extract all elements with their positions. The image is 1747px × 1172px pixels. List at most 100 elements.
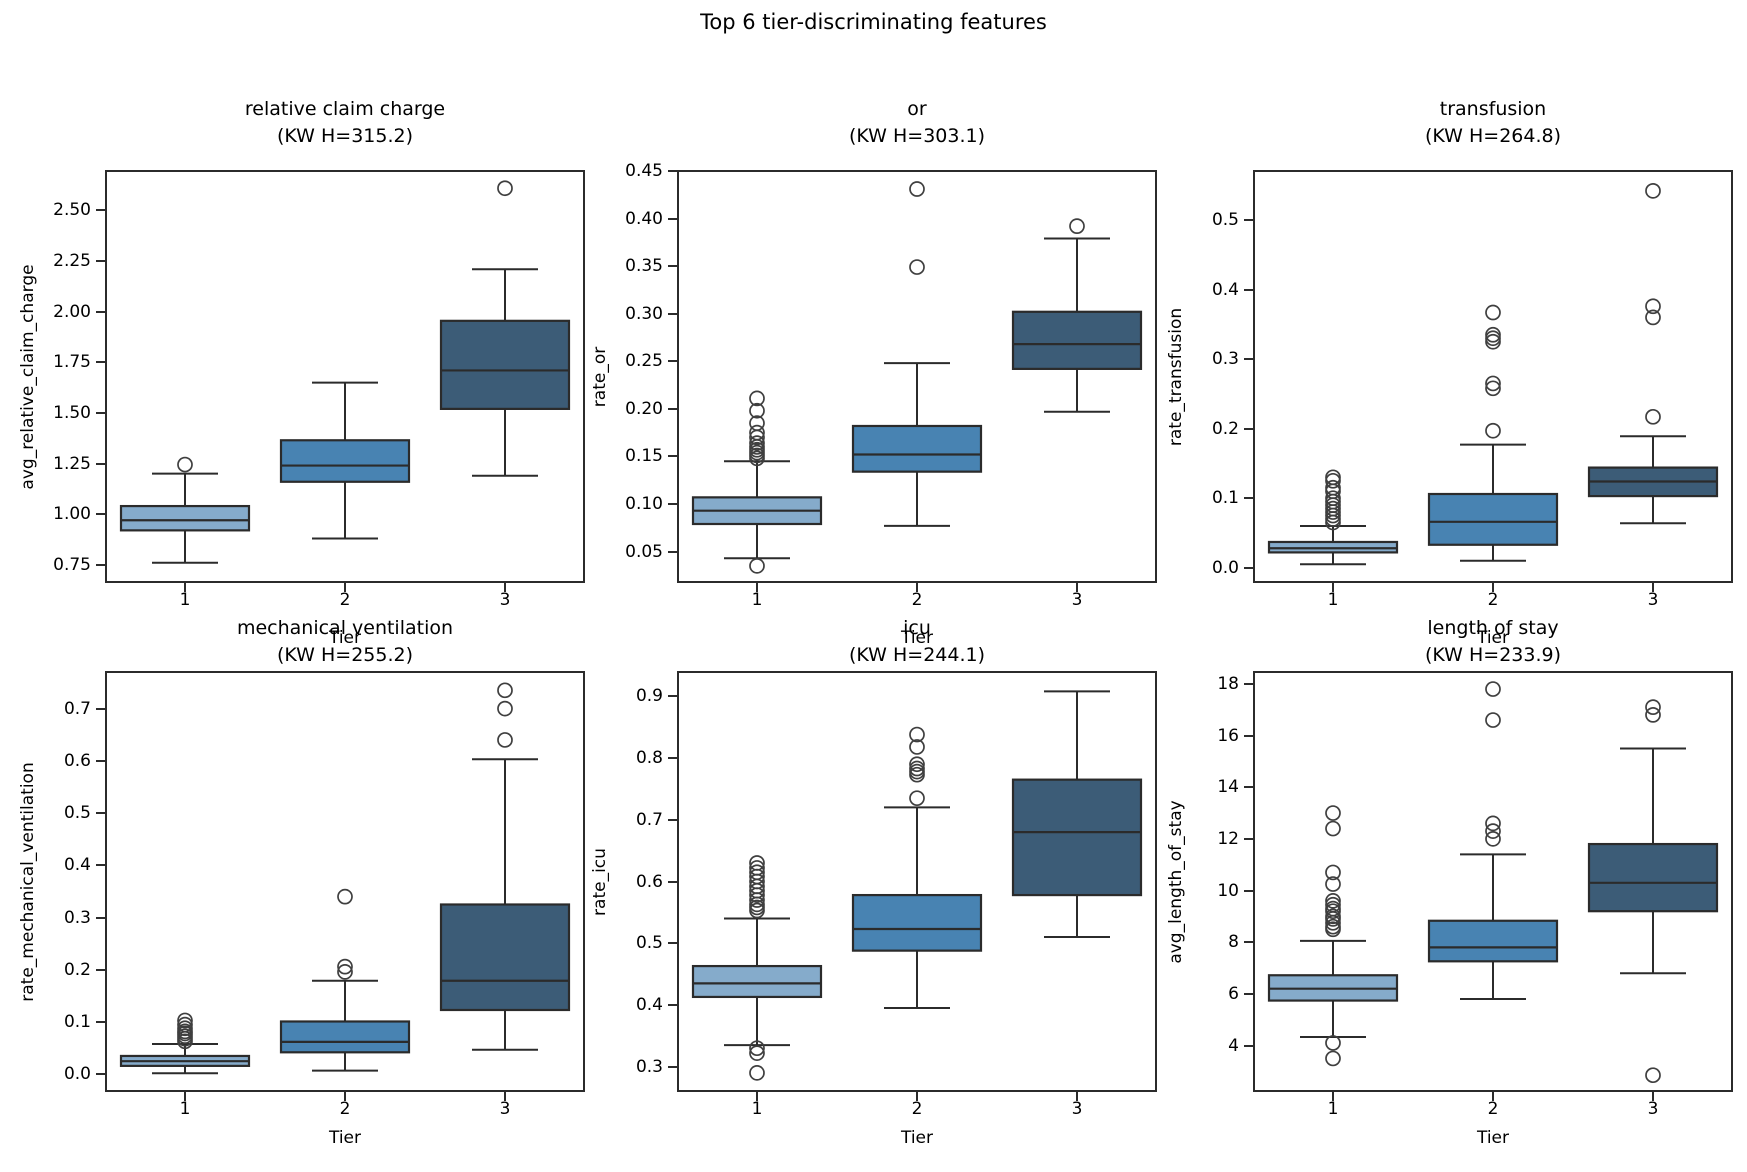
outlier-point [1485, 375, 1501, 392]
subplot-kw-subtitle: (KW H=244.1) [848, 644, 986, 666]
y-tick-label: 0.3 [635, 1056, 663, 1077]
y-tick-label: 0.0 [1211, 557, 1239, 578]
y-tick-label: 0.9 [635, 686, 663, 707]
y-tick-mark [96, 759, 105, 762]
y-tick-mark [1244, 682, 1253, 685]
x-tick-label: 3 [499, 590, 511, 610]
box-group-tier-3 [1011, 690, 1143, 939]
outlier-point [177, 456, 193, 473]
x-tick-label: 2 [911, 1099, 923, 1119]
y-tick-label: 0.7 [635, 809, 663, 830]
outlier-point [749, 402, 765, 419]
outlier-point [1485, 304, 1501, 321]
box-tier-3 [1011, 778, 1143, 897]
axes-frame [1253, 170, 1733, 583]
box-tier-2 [1427, 492, 1559, 546]
box-group-tier-3 [439, 180, 571, 477]
box-tier-1 [691, 964, 823, 999]
y-tick-mark [1244, 358, 1253, 361]
outlier-point [497, 682, 513, 699]
outlier-point [497, 180, 513, 197]
x-tick-mark [1332, 583, 1334, 592]
outlier-point [337, 888, 353, 905]
outlier-point [1325, 908, 1341, 925]
y-tick-label: 2.50 [53, 200, 91, 221]
y-tick-label: 0.45 [625, 160, 663, 181]
x-tick-label: 3 [1647, 1099, 1659, 1119]
y-tick-label: 0.05 [625, 541, 663, 562]
y-tick-mark [96, 310, 105, 313]
y-tick-label: 0.4 [635, 994, 663, 1015]
x-axis-label: Tier [900, 1128, 934, 1148]
box-group-tier-1 [1267, 805, 1399, 1067]
y-tick-mark [668, 1065, 677, 1068]
y-tick-mark [1244, 427, 1253, 430]
y-tick-mark [96, 260, 105, 263]
box-group-tier-1 [119, 456, 251, 564]
y-tick-label: 0.6 [635, 871, 663, 892]
x-tick-mark [504, 1092, 506, 1101]
box-tier-3 [439, 903, 571, 1012]
outlier-point [749, 435, 765, 451]
outlier-point [1325, 805, 1341, 821]
box-group-tier-1 [691, 390, 823, 574]
x-tick-label: 1 [1327, 1099, 1339, 1119]
box-group-tier-2 [279, 888, 411, 1072]
y-tick-label: 0.7 [63, 698, 91, 719]
y-tick-label: 4 [1228, 1035, 1239, 1056]
y-tick-label: 0.3 [63, 907, 91, 928]
outlier-point [749, 1040, 765, 1057]
subplot-title: transfusion [1439, 98, 1547, 120]
axes-transfusion [1253, 170, 1733, 583]
axes-frame [105, 671, 585, 1092]
box-tier-2 [851, 893, 983, 952]
axes-or [677, 170, 1157, 583]
y-tick-label: 0.10 [625, 494, 663, 515]
x-tick-label: 1 [179, 590, 191, 610]
y-tick-label: 6 [1228, 983, 1239, 1004]
box-group-tier-2 [851, 726, 983, 1010]
box-tier-2 [851, 424, 983, 473]
outlier-point [1485, 380, 1501, 397]
y-tick-mark [96, 209, 105, 212]
outlier-point [337, 964, 353, 980]
y-tick-label: 2.00 [53, 301, 91, 322]
subplot-title: mechanical ventilation [236, 617, 454, 639]
y-tick-mark [1244, 219, 1253, 222]
x-tick-mark [1492, 1092, 1494, 1101]
y-tick-mark [96, 916, 105, 919]
outlier-point [909, 760, 925, 777]
x-tick-mark [1076, 583, 1078, 592]
subplot-title: relative claim charge [244, 98, 446, 120]
x-tick-mark [916, 583, 918, 592]
x-tick-label: 2 [1487, 590, 1499, 610]
subplot-kw-subtitle: (KW H=303.1) [848, 125, 986, 147]
outlier-point [909, 259, 925, 275]
y-tick-label: 0.40 [625, 208, 663, 229]
x-tick-mark [1652, 583, 1654, 592]
y-tick-label: 0.5 [1211, 210, 1239, 231]
box-group-tier-3 [439, 682, 571, 1051]
y-tick-mark [1244, 497, 1253, 500]
y-tick-label: 0.1 [63, 1012, 91, 1032]
box-group-tier-2 [279, 381, 411, 540]
outlier-point [177, 1012, 193, 1029]
box-group-tier-3 [1587, 183, 1719, 525]
outlier-point [1485, 712, 1501, 728]
y-tick-mark [96, 1021, 105, 1023]
x-tick-mark [184, 583, 186, 592]
x-axis-label: Tier [900, 628, 934, 648]
outlier-point [1485, 326, 1501, 343]
outlier-point [1325, 1035, 1341, 1051]
outlier-point [1645, 699, 1661, 716]
y-tick-label: 0.3 [1211, 349, 1239, 370]
y-tick-mark [668, 757, 677, 760]
box-group-tier-2 [851, 181, 983, 527]
y-tick-label: 0.0 [63, 1064, 91, 1085]
outlier-point [749, 424, 765, 441]
y-tick-mark [1244, 837, 1253, 840]
x-tick-label: 2 [339, 1099, 351, 1119]
y-tick-mark [96, 411, 105, 414]
